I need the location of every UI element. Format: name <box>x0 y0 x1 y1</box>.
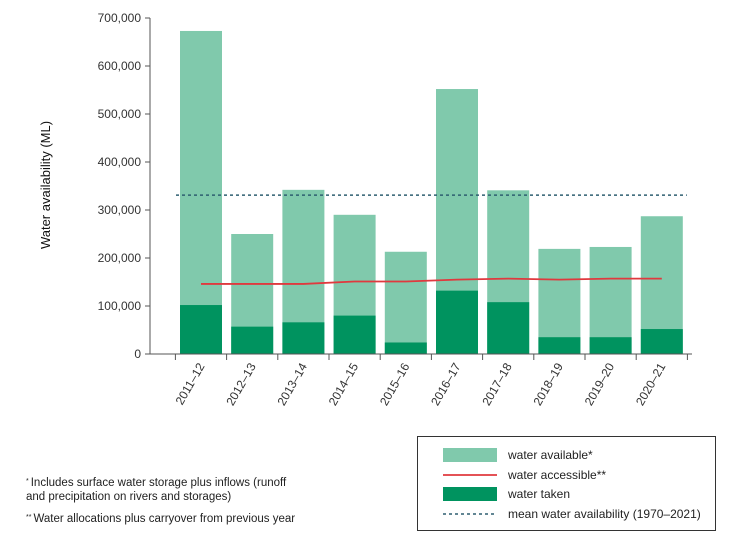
legend-swatch-available <box>443 448 497 462</box>
footnote-2-text: Water allocations plus carryover from pr… <box>33 513 296 525</box>
footnote-2: ** Water allocations plus carryover from … <box>26 512 295 526</box>
available-bar <box>180 30 222 355</box>
footnote-1: * Includes surface water storage plus inf… <box>26 476 286 504</box>
y-tick-label: 0 <box>134 347 141 361</box>
x-tick-label: 2016–17 <box>428 360 464 408</box>
x-axis: 2011–12 2012–13 2013–14 2014–15 2015–16 2016–… <box>150 353 692 408</box>
x-tick-label: 2015–16 <box>377 360 413 408</box>
y-tick-label: 200,000 <box>98 251 142 265</box>
available-bar <box>384 251 427 354</box>
taken-bar <box>231 326 274 354</box>
x-tick-label: 2017–18 <box>479 360 515 408</box>
legend-label: mean water availability (1970–2021) <box>508 507 701 521</box>
taken-bar <box>487 302 530 354</box>
x-tick-label: 2020–21 <box>633 360 669 408</box>
y-tick-label: 400,000 <box>98 155 142 169</box>
legend-label: water available* <box>507 448 593 462</box>
available-bars <box>180 30 683 355</box>
taken-bar <box>282 322 325 354</box>
y-tick-label: 300,000 <box>98 203 142 217</box>
x-tick-label: 2013–14 <box>275 360 311 408</box>
x-tick-label: 2012–13 <box>223 360 259 408</box>
taken-bar <box>180 305 222 354</box>
accessible-line <box>201 277 662 285</box>
legend: water available* water accessible** water … <box>417 436 716 531</box>
taken-bar <box>436 290 478 354</box>
footnote-1-line-2: and precipitation on rivers and storages… <box>26 491 232 503</box>
y-axis: 0 100,000 200,000 300,000 400,000 500,000 600,… <box>98 11 151 361</box>
footnote-2-mark: ** <box>26 514 32 521</box>
y-tick-label: 500,000 <box>98 107 142 121</box>
y-tick-label: 600,000 <box>98 59 142 73</box>
taken-bar <box>538 337 581 354</box>
legend-swatch-taken <box>443 487 497 501</box>
y-axis-title: Water availability (ML) <box>38 121 53 249</box>
footnote-1-mark: * <box>26 478 29 485</box>
taken-bar <box>640 329 683 354</box>
available-bar <box>538 248 581 354</box>
x-tick-label: 2018–19 <box>531 360 567 408</box>
accessible-line-layer <box>201 277 662 285</box>
y-tick-label: 700,000 <box>98 11 142 25</box>
y-tick-label: 100,000 <box>98 299 142 313</box>
legend-label: water accessible** <box>507 468 606 482</box>
x-tick-label: 2011–12 <box>173 360 208 407</box>
taken-bar <box>333 315 376 354</box>
footnote-1-line-1: Includes surface water storage plus infl… <box>30 477 287 489</box>
available-bar <box>589 246 632 354</box>
taken-bar <box>384 342 427 354</box>
x-tick-label: 2014–15 <box>326 360 362 408</box>
taken-bar <box>589 337 632 354</box>
taken-bars <box>180 290 683 354</box>
x-tick-label: 2019–20 <box>582 360 618 408</box>
legend-label: water taken <box>507 487 570 501</box>
